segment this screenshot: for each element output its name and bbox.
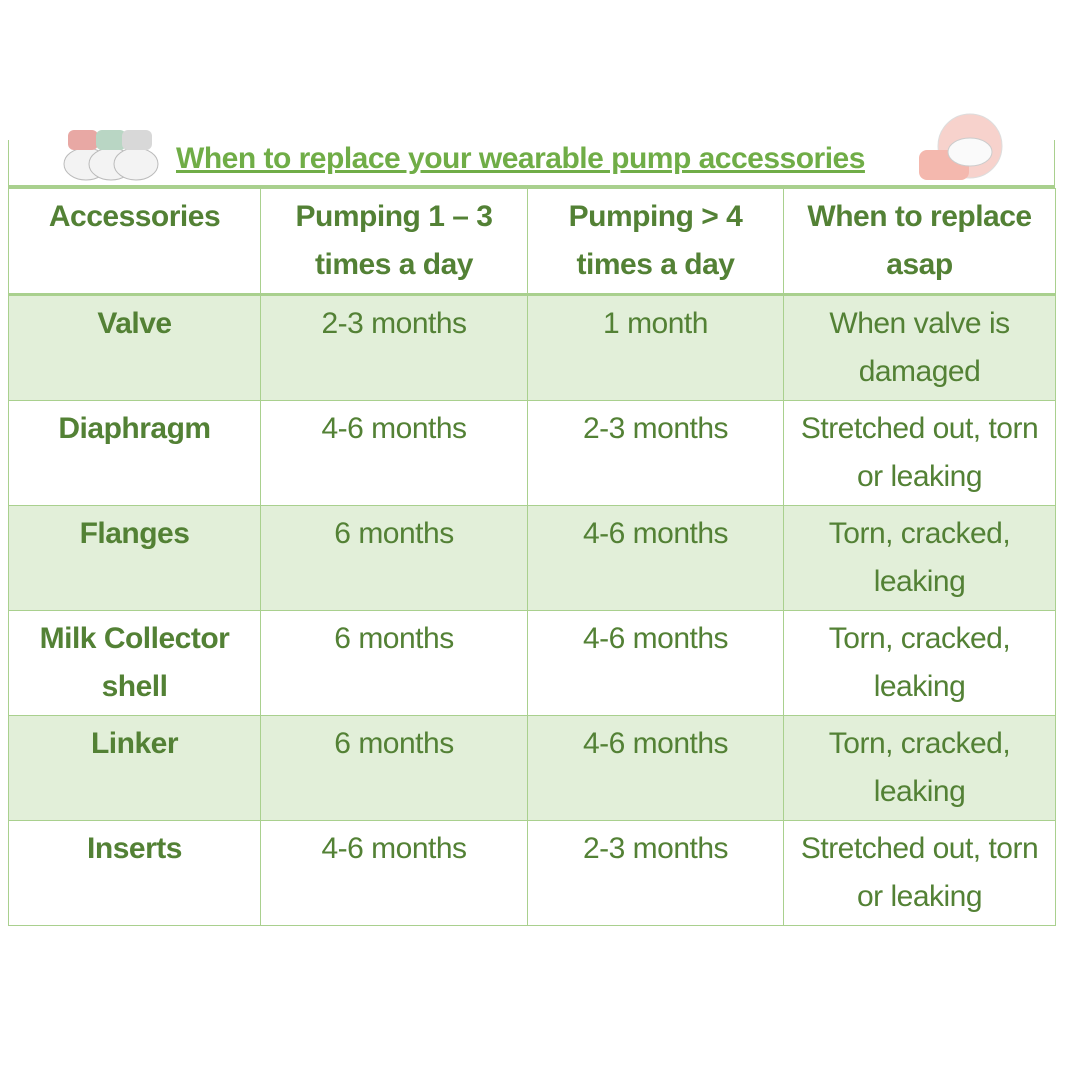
table-cell: Inserts (8, 820, 261, 926)
table-row: Milk Collector shell 6 months 4-6 months To… (8, 610, 1056, 716)
table-cell: Torn, cracked, leaking (783, 505, 1056, 611)
table-cell: 2-3 months (527, 820, 784, 926)
table-cell: 1 month (527, 294, 784, 401)
table-cell: 4-6 months (260, 400, 528, 506)
table-cell: 2-3 months (527, 400, 784, 506)
title-frame (8, 140, 1055, 188)
table-cell: 4-6 months (527, 610, 784, 716)
table-body: Valve 2-3 months 1 month When valve is dama… (8, 294, 1056, 926)
table-row: Inserts 4-6 months 2-3 months Stretched out… (8, 820, 1056, 926)
table-cell: 6 months (260, 610, 528, 716)
table-cell: Torn, cracked, leaking (783, 610, 1056, 716)
table-row: Diaphragm 4-6 months 2-3 months Stretched o… (8, 400, 1056, 506)
table-cell: Stretched out, torn or leaking (783, 820, 1056, 926)
table-cell: 4-6 months (527, 505, 784, 611)
table-row: Flanges 6 months 4-6 months Torn, cracked, … (8, 505, 1056, 611)
table-cell: 2-3 months (260, 294, 528, 401)
table-cell: 6 months (260, 505, 528, 611)
table-row: Linker 6 months 4-6 months Torn, cracked, l… (8, 715, 1056, 821)
table-cell: Torn, cracked, leaking (783, 715, 1056, 821)
table-cell: Diaphragm (8, 400, 261, 506)
table-cell: Linker (8, 715, 261, 821)
header-cell: When to replace asap (783, 188, 1056, 296)
table-cell: Flanges (8, 505, 261, 611)
header-cell: Accessories (8, 188, 261, 296)
table-cell: 6 months (260, 715, 528, 821)
header-cell: Pumping 1 – 3 times a day (260, 188, 528, 296)
table-cell: Valve (8, 294, 261, 401)
table: Accessories Pumping 1 – 3 times a day Pump… (8, 188, 1056, 926)
pump-icons (63, 130, 159, 181)
title: When to replace your wearable pump acces… (176, 142, 865, 175)
table-cell: Milk Collector shell (8, 610, 261, 716)
header-cell: Pumping > 4 times a day (527, 188, 784, 296)
table-cell: 4-6 months (527, 715, 784, 821)
table-cell: When valve is damaged (783, 294, 1056, 401)
pump-icon (919, 113, 1003, 180)
table-cell: Stretched out, torn or leaking (783, 400, 1056, 506)
header-row: Accessories Pumping 1 – 3 times a day Pump… (8, 188, 1056, 296)
table-row: Valve 2-3 months 1 month When valve is dama… (8, 294, 1056, 401)
table-cell: 4-6 months (260, 820, 528, 926)
